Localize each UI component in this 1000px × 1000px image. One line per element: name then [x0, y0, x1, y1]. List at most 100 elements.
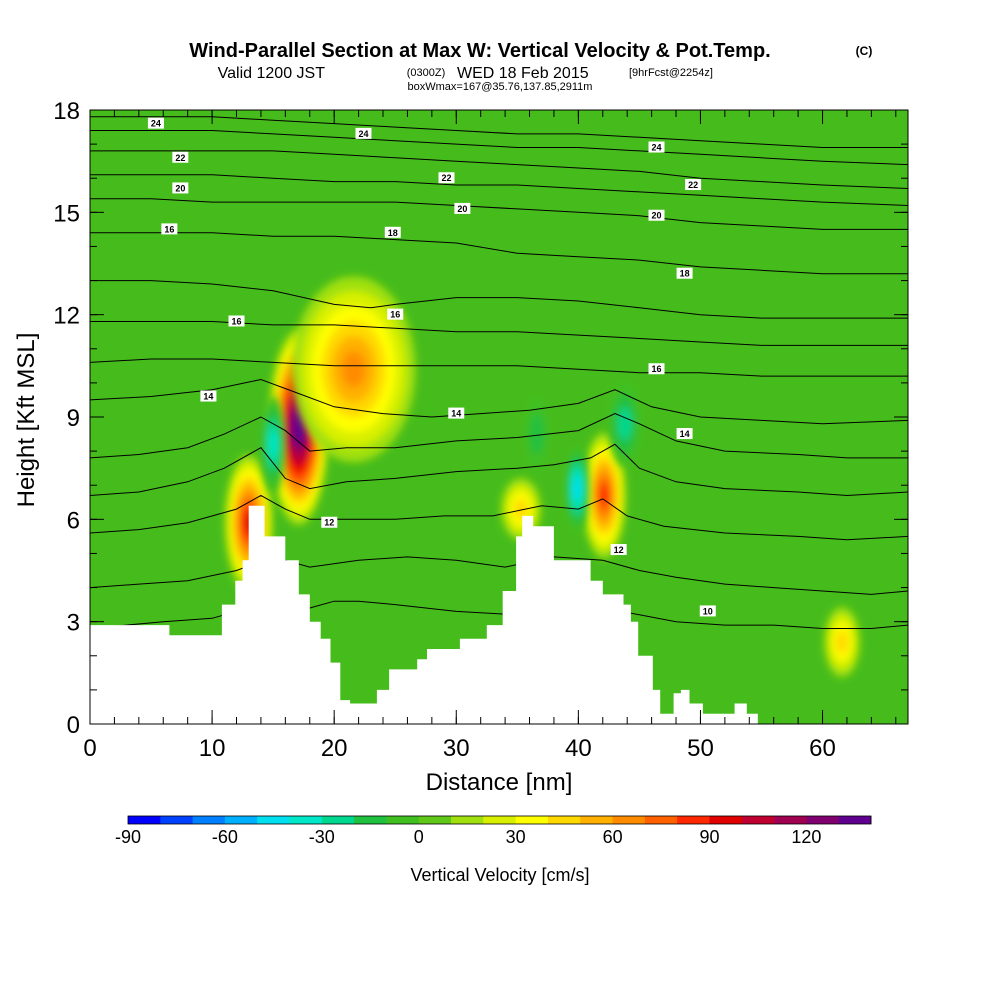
colorbar-swatch [354, 816, 387, 824]
contour-label-text: 16 [231, 316, 241, 326]
colorbar-swatch [806, 816, 840, 824]
contour-label-text: 20 [457, 204, 467, 214]
contour-label-bg [685, 179, 702, 191]
contour-label-bg [676, 267, 693, 279]
contour-label-bg [454, 202, 471, 214]
contour-label-text: 12 [324, 518, 334, 528]
terrain [90, 505, 758, 724]
contour-label-bg [448, 407, 465, 419]
colorbar-swatch [612, 816, 646, 824]
contour-label-bg [610, 544, 627, 556]
plot-area: 24 22 20 16 24 22 20 18 24 22 20 18 16 16 16 14 14 14 12 12… [90, 110, 908, 724]
contour-label-text: 22 [175, 153, 185, 163]
isentrope-line [90, 413, 908, 459]
x-tick-label: 10 [199, 735, 226, 762]
contour-label: 24 [147, 117, 164, 129]
colorbar-frame [127, 815, 872, 825]
colorbar-swatch [677, 816, 710, 824]
contour-label: 18 [384, 226, 401, 238]
contour-label: 16 [648, 363, 665, 375]
valid-utc: (0300Z) [407, 67, 446, 79]
isentrope-line [90, 494, 908, 541]
colorbar-swatch [224, 816, 258, 824]
y-tick-label: 15 [53, 200, 80, 227]
colorbar-tick-label: 30 [506, 827, 526, 847]
velocity-cell [565, 445, 590, 532]
contour-label: 16 [161, 223, 178, 235]
y-tick-label: 18 [53, 98, 80, 125]
colorbar-swatch [321, 816, 355, 824]
colorbar-tick-label: 90 [699, 827, 719, 847]
colorbar-swatch [644, 816, 678, 824]
isentrope-line [90, 150, 908, 189]
isentrope-line [90, 358, 908, 377]
contour-label: 20 [648, 209, 665, 221]
contour-label: 24 [648, 141, 665, 153]
contour-label-text: 20 [175, 183, 185, 193]
colorbar-tick-label: -90 [115, 827, 141, 847]
x-tick-label: 50 [687, 735, 714, 762]
contour-label: 12 [321, 516, 338, 528]
contour-label-text: 24 [358, 129, 368, 139]
contour-label-text: 20 [651, 211, 661, 221]
contour-label: 16 [228, 315, 245, 327]
colorbar-swatch [838, 816, 872, 824]
contour-label-text: 18 [680, 269, 690, 279]
contour-label-bg [321, 516, 338, 528]
velocity-cell [824, 607, 861, 678]
contour-label: 14 [448, 407, 465, 419]
velocity-cell [581, 432, 626, 559]
axis-ticks: 0 10 20 30 40 50 60 0 3 6 9 12 15 18 [53, 98, 908, 762]
colorbar-swatch [160, 816, 194, 824]
colorbar-tick-label: -60 [212, 827, 238, 847]
contour-label: 14 [676, 428, 693, 440]
contour-label-bg [161, 223, 178, 235]
isentrope-line [90, 198, 908, 230]
contour-label: 16 [387, 308, 404, 320]
colorbar: -90 -60 -30 0 30 60 90 120 [115, 815, 872, 847]
isentrope-line [90, 556, 908, 595]
isentrope-line [90, 378, 908, 425]
contour-label: 20 [172, 182, 189, 194]
contour-label-bg [387, 308, 404, 320]
contour-label-text: 24 [651, 143, 661, 153]
x-tick-label: 40 [565, 735, 592, 762]
colorbar-tick-label: 0 [414, 827, 424, 847]
valid-prefix: Valid 1200 JST [218, 65, 326, 82]
colorbar-swatch [418, 816, 452, 824]
contour-label-text: 14 [203, 392, 213, 402]
colorbar-swatch [774, 816, 807, 824]
x-axis-label: Distance [nm] [426, 769, 573, 796]
contour-label-bg [147, 117, 164, 129]
contour-label-text: 22 [688, 180, 698, 190]
colorbar-swatch [289, 816, 323, 824]
chart-title: Wind-Parallel Section at Max W: Vertical… [189, 40, 770, 62]
contour-label: 22 [685, 179, 702, 191]
y-tick-label: 12 [53, 303, 80, 330]
contour-label-text: 12 [614, 545, 624, 555]
colorbar-swatch [741, 816, 775, 824]
x-tick-label: 20 [321, 735, 348, 762]
box-info: boxWmax=167@35.76,137.85,2911m [408, 81, 593, 93]
contour-label-text: 18 [388, 228, 398, 238]
valid-date: WED 18 Feb 2015 [457, 65, 589, 82]
contour-label: 14 [200, 390, 217, 402]
title-badge: (C) [856, 44, 873, 58]
x-tick-label: 0 [83, 735, 96, 762]
contour-label-bg [699, 605, 716, 617]
y-tick-label: 9 [67, 405, 80, 432]
isentrope-line [90, 443, 908, 497]
contour-label: 24 [355, 127, 372, 139]
contour-label-text: 14 [451, 409, 461, 419]
velocity-cell [524, 396, 549, 473]
colorbar-swatch [451, 816, 484, 824]
contour-labels: 24 22 20 16 24 22 20 18 24 22 20 18 16 16 16 14 14 14 12 12… [147, 117, 716, 617]
colorbar-swatch [483, 816, 517, 824]
contour-label-bg [648, 363, 665, 375]
velocity-band [294, 417, 303, 438]
contour-label-bg [438, 172, 455, 184]
isentrope-line [90, 174, 908, 206]
isentrope-line [90, 130, 908, 166]
isentrope-line [90, 321, 908, 346]
